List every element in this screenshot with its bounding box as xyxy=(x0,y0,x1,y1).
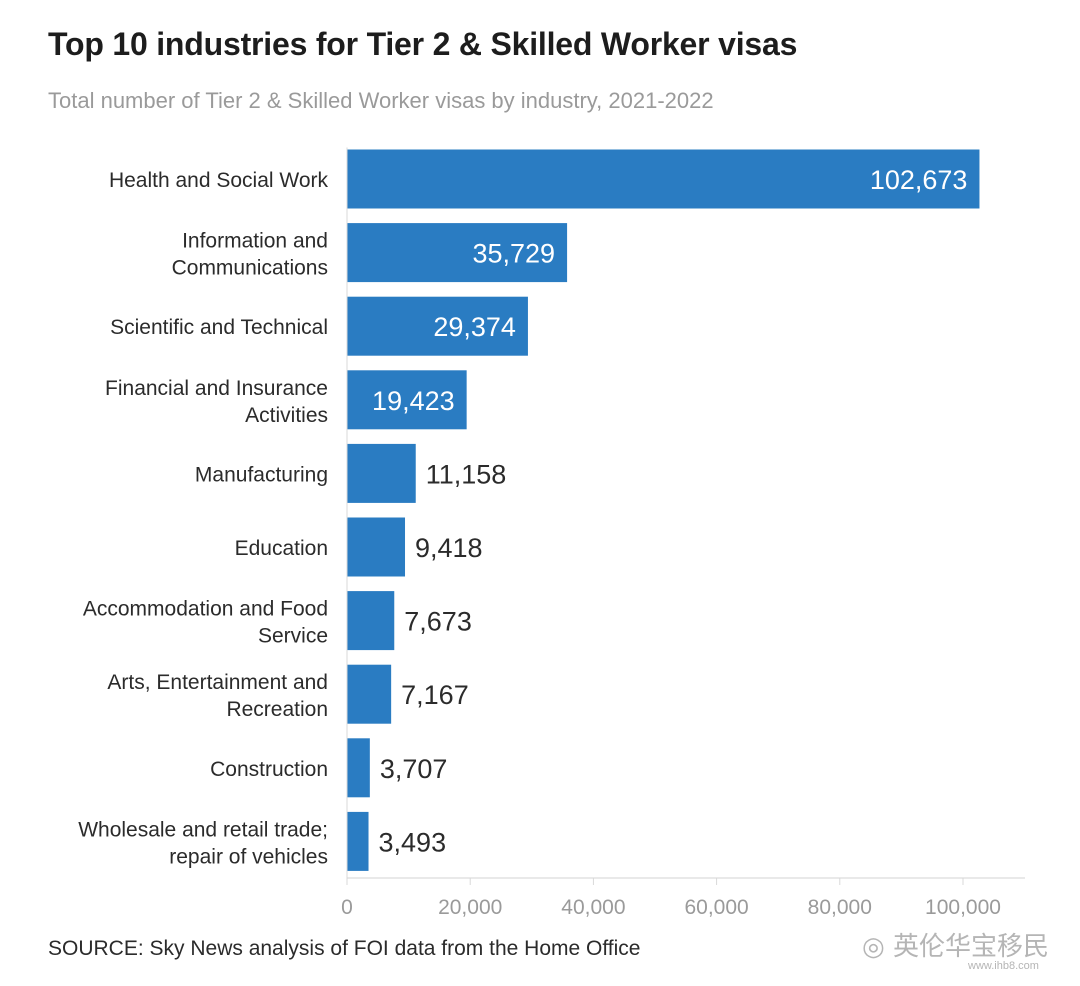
bar xyxy=(347,517,406,577)
bar xyxy=(347,738,370,798)
value-label: 7,673 xyxy=(404,607,472,637)
chart-title: Top 10 industries for Tier 2 & Skilled W… xyxy=(48,26,798,62)
bar xyxy=(347,296,528,356)
value-label: 3,493 xyxy=(379,827,447,857)
bar xyxy=(347,223,568,283)
watermark-text: 英伦华宝移民 xyxy=(892,932,1049,962)
source-note: SOURCE: Sky News analysis of FOI data fr… xyxy=(48,937,641,960)
bar xyxy=(347,811,369,871)
x-tick-label: 100,000 xyxy=(925,896,1001,919)
watermark: ◎ 英伦华宝移民 xyxy=(862,926,1049,963)
bars-group xyxy=(347,149,980,871)
value-label: 3,707 xyxy=(380,754,448,784)
x-axis: 0 20,000 40,000 60,000 80,000 100,000 xyxy=(341,147,1025,919)
watermark-url: www.ihb8.com xyxy=(968,960,1039,972)
bar xyxy=(347,591,395,651)
bar xyxy=(347,443,416,503)
x-tick-label: 40,000 xyxy=(561,896,625,919)
category-label: Education xyxy=(235,537,328,560)
category-label: Accommodation and Food xyxy=(83,598,328,621)
category-label: Scientific and Technical xyxy=(110,316,328,339)
value-label: 11,158 xyxy=(426,459,507,489)
x-tick-label: 80,000 xyxy=(808,896,872,919)
category-label: Activities xyxy=(245,404,328,427)
category-label: Health and Social Work xyxy=(109,169,329,192)
value-label: 35,729 xyxy=(472,239,555,269)
category-label: Wholesale and retail trade; xyxy=(78,818,328,841)
category-label: Recreation xyxy=(226,698,328,721)
bar xyxy=(347,149,980,209)
category-label: Service xyxy=(258,625,328,648)
value-label: 29,374 xyxy=(433,312,516,342)
category-label: Arts, Entertainment and xyxy=(107,671,328,694)
value-label: 102,673 xyxy=(870,165,968,195)
category-label: Information and xyxy=(182,230,328,253)
chart-subtitle: Total number of Tier 2 & Skilled Worker … xyxy=(48,88,714,113)
category-label: Manufacturing xyxy=(195,463,328,486)
x-tick-label: 0 xyxy=(341,896,353,919)
value-label: 7,167 xyxy=(401,680,469,710)
wechat-icon: ◎ xyxy=(862,932,885,962)
bar xyxy=(347,370,467,430)
x-tick-label: 60,000 xyxy=(684,896,748,919)
category-label: Financial and Insurance xyxy=(105,377,328,400)
category-label: Communications xyxy=(172,257,328,280)
category-labels-group: Health and Social Work Information and Com… xyxy=(78,169,328,868)
category-label: repair of vehicles xyxy=(169,845,328,868)
x-tick-label: 20,000 xyxy=(438,896,502,919)
value-label: 19,423 xyxy=(372,386,455,416)
bar xyxy=(347,664,392,724)
value-labels-group: 102,673 35,729 29,374 19,423 11,158 9,418 7,67… xyxy=(372,165,967,857)
category-label: Construction xyxy=(210,758,328,781)
value-label: 9,418 xyxy=(415,533,483,563)
